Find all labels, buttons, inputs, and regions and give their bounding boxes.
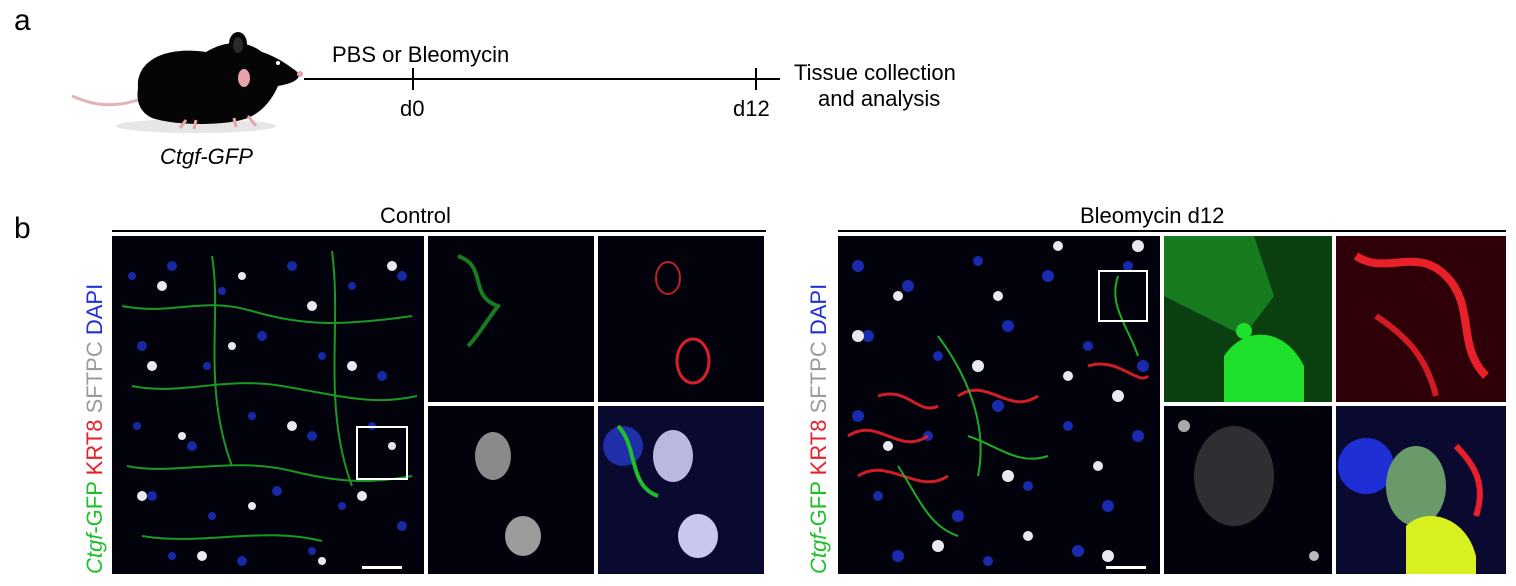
stain-krt8: KRT8	[82, 419, 107, 476]
timeline-tick-d12	[755, 68, 757, 90]
control-sftpc-zoom	[428, 406, 594, 574]
panel-a-label: a	[14, 4, 31, 37]
stain-legend-control: Ctgf-GFP KRT8 SFTPC DAPI	[82, 283, 107, 574]
control-merged-zoom	[598, 406, 764, 574]
control-title: Control	[380, 203, 451, 228]
stain-sftpc: SFTPC	[806, 341, 831, 414]
bleomycin-sftpc-zoom	[1164, 406, 1332, 574]
bleomycin-merged-zoom	[1336, 406, 1506, 574]
control-scale-bar	[362, 566, 402, 569]
endpoint-label-line2: and analysis	[818, 86, 941, 111]
control-krt8-zoom	[598, 236, 764, 402]
stain-krt8: KRT8	[806, 419, 831, 476]
stain-ctgf-rest: -GFP	[806, 481, 831, 534]
stain-ctgf-rest: -GFP	[82, 481, 107, 534]
bleomycin-title-rule	[838, 230, 1506, 232]
bleomycin-krt8-zoom	[1336, 236, 1506, 402]
control-gfp-zoom	[428, 236, 594, 402]
stain-ctgf-italic: Ctgf	[806, 533, 831, 574]
panel-b-label: b	[14, 212, 31, 245]
bleomycin-merged-image	[838, 236, 1160, 574]
timeline-tick-d0	[412, 68, 414, 90]
stain-legend-bleomycin: Ctgf-GFP KRT8 SFTPC DAPI	[806, 283, 831, 574]
timeline-axis	[304, 78, 780, 80]
treatment-label: PBS or Bleomycin	[332, 42, 510, 67]
stain-sftpc: SFTPC	[82, 341, 107, 414]
bleomycin-gfp-zoom	[1164, 236, 1332, 402]
endpoint-label-line1: Tissue collection	[794, 60, 956, 85]
stain-ctgf-italic: Ctgf	[82, 533, 107, 574]
bleomycin-scale-bar	[1106, 566, 1146, 569]
bleomycin-inset-box	[1098, 270, 1148, 322]
mouse-icon	[71, 32, 303, 133]
control-merged-image	[112, 236, 424, 574]
stain-dapi: DAPI	[82, 283, 107, 336]
bleomycin-title: Bleomycin d12	[1080, 203, 1225, 228]
control-inset-box	[356, 426, 408, 480]
timeline-label-d0: d0	[400, 96, 425, 121]
control-title-rule	[112, 230, 766, 232]
mouse-strain-label: Ctgf-GFP	[160, 144, 253, 169]
timeline-label-d12: d12	[733, 96, 770, 121]
stain-dapi: DAPI	[806, 283, 831, 336]
